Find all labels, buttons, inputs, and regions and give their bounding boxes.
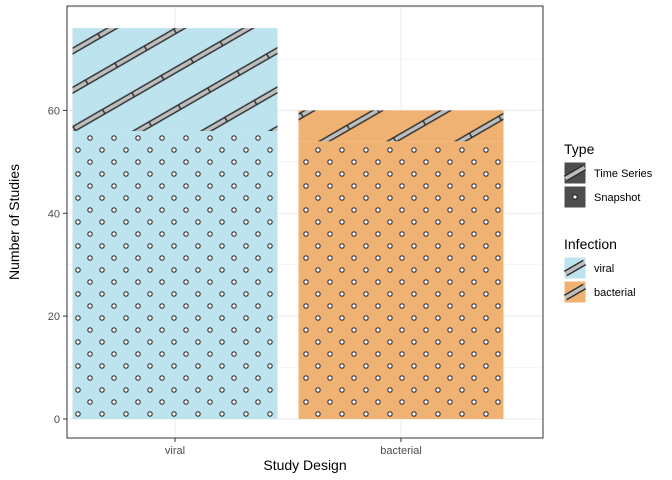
legend-title: Infection	[564, 236, 617, 252]
bar-bacterial-time-series	[298, 110, 504, 142]
y-tick-label: 20	[48, 311, 60, 323]
legend-label: Snapshot	[594, 192, 640, 204]
bars	[72, 28, 504, 419]
legend-key-viral	[559, 256, 591, 280]
y-axis-title: Number of Studies	[6, 164, 22, 280]
x-tick-label-bacterial: bacterial	[380, 445, 422, 457]
legend-label: bacterial	[594, 287, 636, 299]
y-axis: 0 20 40 60	[48, 105, 67, 426]
legend-infection: Infection viral bacterial	[559, 236, 636, 304]
legend-key-time-series	[560, 161, 590, 185]
x-axis-title: Study Design	[263, 457, 346, 473]
y-tick-label: 60	[48, 105, 60, 117]
x-axis: viral bacterial	[165, 438, 422, 457]
panel-border	[66, 5, 544, 439]
bar-viral-snapshot	[72, 130, 278, 419]
x-tick-label-viral: viral	[165, 445, 185, 457]
legend-key-bacterial	[559, 280, 591, 304]
legend-key-snapshot	[563, 185, 587, 209]
legend-label: viral	[594, 263, 614, 275]
y-tick-label: 0	[54, 414, 60, 426]
bar-viral-time-series	[72, 28, 278, 131]
y-tick-label: 40	[48, 208, 60, 220]
legend-title: Type	[564, 141, 595, 157]
legend-label: Time Series	[594, 168, 653, 180]
bar-bacterial-snapshot	[298, 141, 504, 419]
legend: Type Time Series Snapshot Infection viral bac…	[559, 141, 653, 304]
legend-type: Type Time Series Snapshot	[560, 141, 653, 209]
